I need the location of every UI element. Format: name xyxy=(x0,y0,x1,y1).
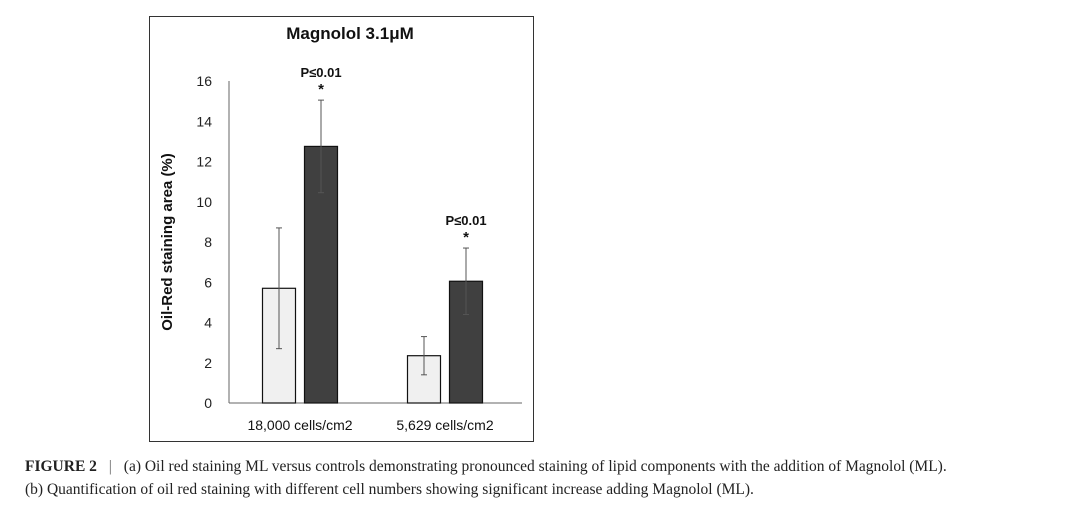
y-tick-label: 12 xyxy=(196,154,212,170)
p-value-label: P≤0.01 xyxy=(445,213,486,228)
p-value-label: P≤0.01 xyxy=(300,65,341,80)
caption-text-b: (b) Quantification of oil red staining w… xyxy=(25,481,754,498)
caption-line-1: FIGURE 2 | (a) Oil red staining ML versu… xyxy=(25,458,1075,476)
bar xyxy=(303,145,339,404)
y-tick-label: 10 xyxy=(196,194,212,210)
x-tick-label: 18,000 cells/cm2 xyxy=(247,417,352,433)
chart-title: Magnolol 3.1μM xyxy=(286,24,414,43)
caption-line-2: (b) Quantification of oil red staining w… xyxy=(25,481,1075,499)
y-tick-label: 0 xyxy=(204,395,212,411)
y-tick-label: 14 xyxy=(196,113,212,129)
y-tick-label: 4 xyxy=(204,315,212,331)
y-tick-label: 2 xyxy=(204,355,212,371)
y-tick-label: 6 xyxy=(204,274,212,290)
x-tick-label: 5,629 cells/cm2 xyxy=(396,417,493,433)
caption-separator: | xyxy=(108,458,112,475)
figure-label: FIGURE 2 xyxy=(25,458,97,475)
bar-chart: Magnolol 3.1μM Oil-Red staining area (%) 0… xyxy=(159,24,522,433)
y-tick-label: 8 xyxy=(204,234,212,250)
y-tick-label: 16 xyxy=(196,73,212,89)
y-axis-label: Oil-Red staining area (%) xyxy=(159,153,176,331)
caption-text-a: (a) Oil red staining ML versus controls … xyxy=(123,458,947,475)
significance-marker: * xyxy=(318,81,324,98)
chart-frame: Magnolol 3.1μM Oil-Red staining area (%) 0… xyxy=(149,16,534,442)
significance-marker: * xyxy=(463,229,469,246)
